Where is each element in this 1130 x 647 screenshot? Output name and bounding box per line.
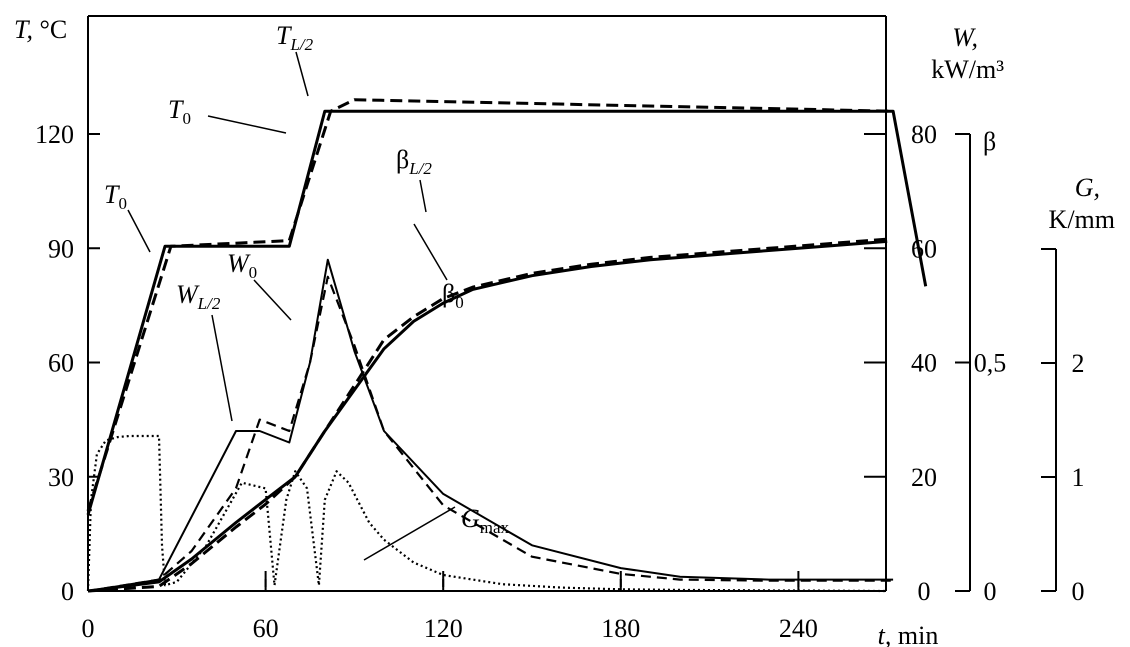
left-tick-label: 120 [35,120,74,149]
series-WL2 [87,275,894,593]
leader-TL2 [295,51,309,97]
x-tick-label: 60 [253,614,279,643]
left-tick-label: 0 [61,577,74,606]
w-tick-label: 40 [911,349,937,378]
w-axis-title-var: W, [952,23,978,52]
label-beta0: β0 [442,279,464,312]
left-tick-label: 60 [48,349,74,378]
leader-betaL2 [419,179,427,213]
leader-T0-top [207,115,287,134]
leader-Gmax [363,506,456,561]
w-axis-title-unit: kW/m³ [931,55,1004,84]
beta-axis-title: β [983,127,996,156]
series-betaL2 [87,237,888,593]
w-tick-label: 0 [918,577,931,606]
g-tick-label: 2 [1072,349,1085,378]
t-axis-title: T, °C [14,15,67,44]
leader-W0 [253,279,292,321]
w-tick-label: 60 [911,234,937,263]
g-tick-label: 1 [1072,463,1085,492]
g-axis-title-unit: K/mm [1049,205,1115,234]
g-tick-label: 0 [1072,577,1085,606]
left-tick-label: 30 [48,463,74,492]
label-WL2: WL/2 [176,280,221,313]
g-axis-title-var: G, [1075,173,1100,202]
x-tick-label: 120 [424,614,463,643]
x-axis-title: t, min [878,621,939,647]
leader-beta0 [413,223,448,281]
x-tick-label: 240 [779,614,818,643]
x-tick-label: 180 [601,614,640,643]
label-TL2: TL/2 [276,21,314,54]
series-Gmax [86,434,888,593]
leader-WL2 [211,314,233,422]
leader-T0-left [127,209,151,253]
label-Gmax: Gmax [461,504,510,537]
left-tick-label: 90 [48,234,74,263]
series-beta0 [87,239,888,593]
series-W0 [87,258,894,592]
label-T0-top: T0 [168,95,191,128]
label-W0: W0 [227,249,257,282]
series-T0 [86,109,928,516]
beta-tick-label: 0,5 [974,349,1007,378]
x-tick-label: 0 [82,614,95,643]
beta-tick-label: 0 [984,577,997,606]
w-tick-label: 20 [911,463,937,492]
w-tick-label: 80 [911,120,937,149]
label-betaL2: βL/2 [396,145,432,178]
label-T0-left: T0 [104,180,127,213]
